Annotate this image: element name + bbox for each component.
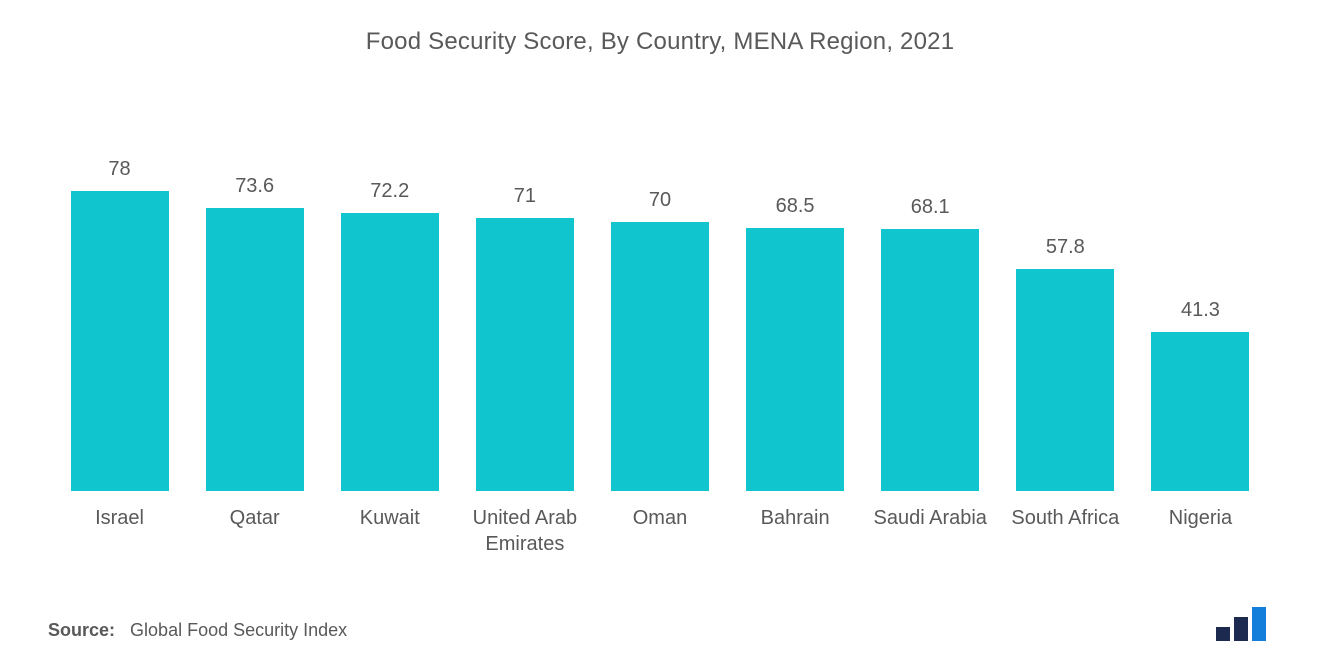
bar-value-label: 68.1 <box>911 196 950 219</box>
bar <box>71 191 169 491</box>
source-line: Source: Global Food Security Index <box>48 620 347 641</box>
bar-value-label: 68.5 <box>776 195 815 218</box>
bar-slot: 57.8 <box>998 236 1133 491</box>
bar <box>881 229 979 491</box>
bar-value-label: 57.8 <box>1046 236 1085 259</box>
x-axis-label: Qatar <box>187 505 322 557</box>
bar-value-label: 72.2 <box>370 180 409 203</box>
x-axis-labels: IsraelQatarKuwaitUnited Arab EmiratesOma… <box>48 491 1272 557</box>
bar <box>206 208 304 491</box>
bar <box>1016 269 1114 491</box>
bar-slot: 73.6 <box>187 175 322 491</box>
bar-slot: 78 <box>52 158 187 491</box>
bar <box>746 228 844 491</box>
x-axis-label: Kuwait <box>322 505 457 557</box>
bar-slot: 71 <box>457 185 592 491</box>
bar-slot: 41.3 <box>1133 299 1268 491</box>
bar-plot-area: 78 73.6 72.2 71 70 68.5 68.1 57.8 41.3 <box>48 96 1272 491</box>
bar-value-label: 73.6 <box>235 175 274 198</box>
x-axis-label: United Arab Emirates <box>457 505 592 557</box>
bar-slot: 70 <box>592 189 727 491</box>
chart-container: Food Security Score, By Country, MENA Re… <box>0 0 1320 665</box>
x-axis-label: Israel <box>52 505 187 557</box>
x-axis-label: Saudi Arabia <box>863 505 998 557</box>
bar-slot: 68.1 <box>863 196 998 491</box>
brand-logo <box>1216 603 1272 641</box>
bar-slot: 68.5 <box>728 195 863 491</box>
bar <box>341 213 439 491</box>
bar-slot: 72.2 <box>322 180 457 491</box>
x-axis-label: Bahrain <box>728 505 863 557</box>
source-label: Source: <box>48 620 115 640</box>
chart-title: Food Security Score, By Country, MENA Re… <box>48 28 1272 56</box>
bar-value-label: 70 <box>649 189 671 212</box>
chart-footer: Source: Global Food Security Index <box>48 603 1272 641</box>
source-text: Global Food Security Index <box>130 620 347 640</box>
bar <box>1151 332 1249 491</box>
bar-value-label: 41.3 <box>1181 299 1220 322</box>
x-axis-label: South Africa <box>998 505 1133 557</box>
x-axis-label: Nigeria <box>1133 505 1268 557</box>
bar <box>476 218 574 491</box>
bar <box>611 222 709 491</box>
bar-value-label: 78 <box>108 158 130 181</box>
x-axis-label: Oman <box>592 505 727 557</box>
bar-value-label: 71 <box>514 185 536 208</box>
